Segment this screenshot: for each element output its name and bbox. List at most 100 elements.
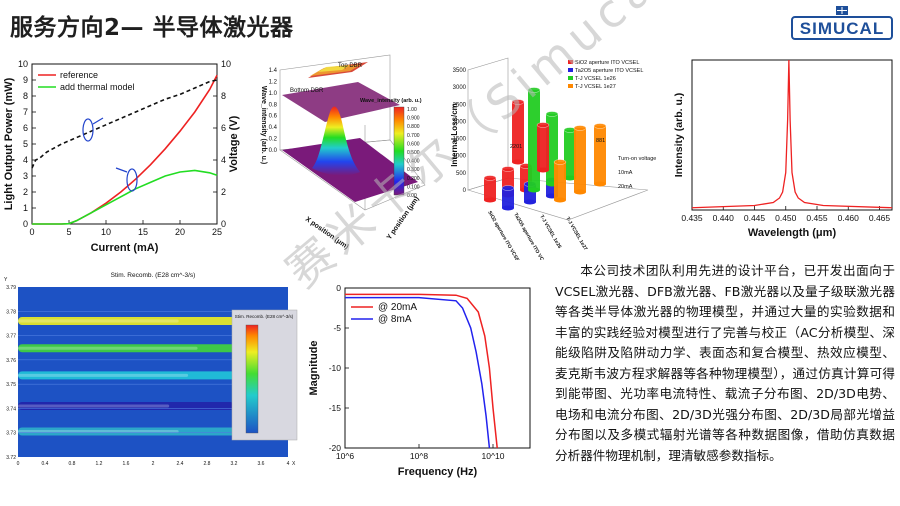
- y2-tick-label: 4: [221, 155, 226, 165]
- y-tick-label: -10: [329, 363, 342, 373]
- y-tick-label: 3.74: [6, 406, 16, 412]
- y-tick-label: 10: [18, 59, 28, 69]
- bar-cylinder-top: [536, 122, 550, 128]
- x-tick-label: 2.8: [204, 461, 211, 467]
- x-tick-label: 2.4: [177, 461, 184, 467]
- zaxis-label: Internal Loss/cm: [450, 103, 459, 167]
- stim-recomb-heatmap: Stim. Recomb. (E28 cm^-3/s) 3.79 3.78 3.77 3…: [0, 265, 305, 475]
- heatmap-title: Stim. Recomb. (E28 cm^-3/s): [111, 272, 196, 279]
- x-tick-label: 10^8: [410, 451, 428, 461]
- row-label: Turn-on voltage: [618, 156, 656, 162]
- bar-value-label: 881: [596, 138, 605, 144]
- y-axis-label: Light Output Power (mW): [3, 77, 15, 210]
- bar-cylinder: [554, 162, 566, 200]
- z-tick-label: 3500: [453, 68, 467, 74]
- legend-label: SiO2 aperture ITO VCSEL: [575, 60, 639, 66]
- legend-swatch: [568, 84, 573, 88]
- y-tick-label: 6: [23, 123, 28, 133]
- category-label: T-J VCSEL 1e27: [564, 216, 588, 252]
- y2-tick-label: 0: [221, 219, 226, 229]
- x-tick-label: 0.8: [69, 461, 76, 467]
- heatmap-band: [18, 371, 261, 380]
- x-tick-label: 0.445: [744, 213, 766, 223]
- legend-label: @ 20mA: [378, 302, 417, 313]
- bar-cylinder-base: [564, 175, 576, 181]
- colorbar: [245, 324, 259, 434]
- bar-cylinder-top: [511, 99, 525, 105]
- colorbar-tick-label: 0.100: [407, 184, 420, 190]
- y-tick-label: 7: [23, 107, 28, 117]
- x-axis-label: Frequency (Hz): [398, 466, 478, 478]
- x-axis-label: X: [292, 461, 296, 467]
- bar-cylinder: [594, 126, 606, 184]
- z-tick-label: 0.2: [269, 137, 278, 143]
- y-tick-label: 3.73: [6, 431, 16, 437]
- y-axis-label: Intensity (arb. u.): [673, 93, 685, 178]
- x-tick-label: 1.6: [123, 461, 130, 467]
- category-label: T-J VCSEL 1e26: [538, 214, 562, 250]
- bar-cylinder-top: [593, 123, 607, 129]
- row-label: 10mA: [618, 170, 633, 176]
- bar-cylinder-base: [502, 205, 514, 211]
- z-tick-label: 0: [463, 188, 467, 194]
- z-tick-label: 500: [456, 171, 467, 177]
- y-tick-label: 9: [23, 75, 28, 85]
- x-tick-label: 25: [212, 227, 222, 237]
- x-tick-label: 15: [138, 227, 148, 237]
- x-tick-label: 0: [17, 461, 20, 467]
- y-tick-label: 0: [336, 283, 341, 293]
- colorbar-title: Wave_intensity (arb. u.): [360, 98, 422, 104]
- y-tick-label: 3: [23, 171, 28, 181]
- legend-label: @ 8mA: [378, 314, 412, 325]
- colorbar-tick-label: 0.300: [407, 167, 420, 173]
- bar-cylinder-base: [537, 167, 549, 173]
- colorbar-tick-label: 0.800: [407, 124, 420, 130]
- legend-swatch: [568, 76, 573, 80]
- liv-chart: 0 5 10 15 20 25 0 1 2 3 4 5 6 7 8 9 10 0 2 4 6 8 10 Current (mA…: [0, 50, 245, 260]
- spectrum-line: [691, 59, 893, 209]
- z-tick-label: 0.0: [269, 148, 278, 154]
- description-paragraph: 本公司技术团队利用先进的设计平台，已开发出面向于VCSEL激光器、DFB激光器、…: [555, 263, 895, 463]
- x-tick-label: 10: [101, 227, 111, 237]
- bar-cylinder-base: [524, 199, 536, 205]
- heatmap-band-core: [18, 319, 179, 323]
- colorbar-tick-label: 0.700: [407, 133, 420, 139]
- x-tick-label: 4: [287, 461, 290, 467]
- y2-tick-label: 8: [221, 91, 226, 101]
- colorbar-tick-label: 0.200: [407, 176, 420, 182]
- y-tick-label: 3.77: [6, 334, 16, 340]
- series-line: [31, 79, 218, 169]
- x-tick-label: 10^10: [482, 451, 505, 461]
- legend-label: T-J VCSEL 1e27: [575, 84, 616, 90]
- bar-cylinder-base: [594, 181, 606, 187]
- z-tick-label: 0.6: [269, 114, 278, 120]
- x-tick-label: 0.435: [681, 213, 703, 223]
- x-tick-label: 5: [66, 227, 71, 237]
- z-tick-label: 1.2: [269, 79, 278, 85]
- y-tick-label: 1: [23, 203, 28, 213]
- y-tick-label: 3.75: [6, 382, 16, 388]
- legend-label: add thermal model: [60, 82, 135, 92]
- y-tick-label: -15: [329, 403, 342, 413]
- slide-title: 服务方向2— 半导体激光器: [10, 15, 294, 41]
- heatmap-band: [18, 402, 234, 410]
- plot-frame: [344, 287, 531, 449]
- x-tick-label: 0: [29, 227, 34, 237]
- y2-axis-label: Voltage (V): [228, 115, 240, 172]
- series-line: [32, 169, 218, 225]
- y-tick-label: 4: [23, 155, 28, 165]
- bar-cylinder-base: [512, 159, 524, 165]
- bar-cylinder-top: [501, 185, 515, 191]
- x-tick-label: 2: [152, 461, 155, 467]
- x-axis-label: Wavelength (μm): [748, 227, 837, 239]
- heatmap-band: [18, 317, 248, 325]
- y-tick-label: 3.72: [6, 455, 16, 461]
- heatmap-band-core: [18, 346, 198, 350]
- y-axis-label: Y: [4, 277, 8, 283]
- bar-cylinder-base: [574, 189, 586, 195]
- bar-cylinder: [512, 102, 524, 162]
- x-tick-label: 0.465: [869, 213, 891, 223]
- y2-tick-label: 2: [221, 187, 226, 197]
- bar-cylinder-base: [528, 187, 540, 193]
- z-tick-label: 0.4: [269, 125, 278, 131]
